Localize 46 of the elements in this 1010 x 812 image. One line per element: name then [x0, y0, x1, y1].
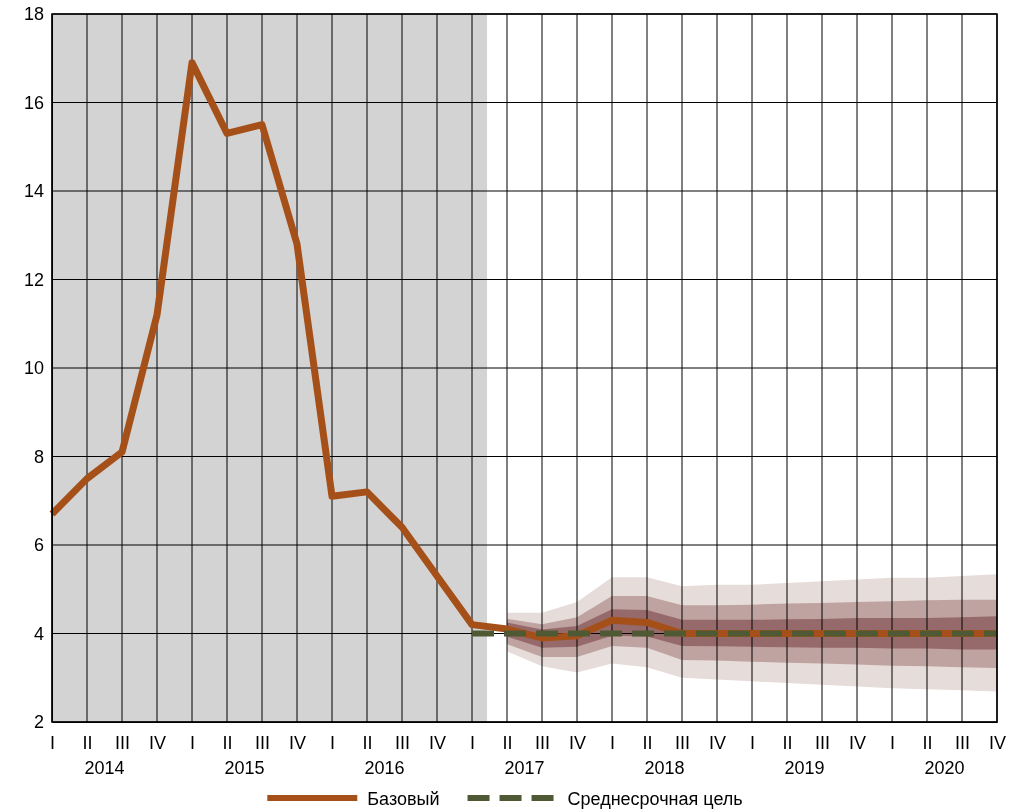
text: 2016: [364, 758, 405, 778]
x-tick-label: I: [189, 732, 196, 753]
x-tick-label: I: [749, 732, 756, 753]
y-tick-label: 8: [33, 446, 44, 467]
x-tick-label: III: [534, 732, 551, 753]
x-tick-label: II: [642, 732, 653, 753]
legend-label: Базовый: [367, 789, 440, 809]
x-tick-label: III: [814, 732, 831, 753]
legend-label: Среднесрочная цель: [567, 789, 743, 809]
text: 2019: [784, 758, 825, 778]
x-tick-label: II: [222, 732, 233, 753]
text: 2014: [84, 758, 125, 778]
x-tick-label: II: [922, 732, 933, 753]
x-tick-label: IV: [428, 732, 447, 753]
x-tick-label: II: [782, 732, 793, 753]
y-tick-label: 4: [33, 623, 44, 644]
text: 2020: [924, 758, 965, 778]
x-tick-label: II: [362, 732, 373, 753]
x-tick-label: IV: [988, 732, 1007, 753]
x-tick-label: II: [82, 732, 93, 753]
y-tick-label: 2: [33, 712, 44, 733]
text: 2017: [504, 758, 545, 778]
y-tick-label: 6: [33, 535, 44, 556]
y-tick-label: 10: [23, 358, 44, 379]
x-tick-label: III: [254, 732, 271, 753]
x-tick-label: I: [609, 732, 616, 753]
x-tick-label: III: [674, 732, 691, 753]
x-tick-label: III: [114, 732, 131, 753]
x-tick-label: II: [502, 732, 513, 753]
x-tick-label: I: [889, 732, 896, 753]
x-tick-label: IV: [288, 732, 307, 753]
x-tick-label: IV: [568, 732, 587, 753]
x-tick-label: IV: [708, 732, 727, 753]
x-tick-label: IV: [148, 732, 167, 753]
y-tick-label: 16: [23, 92, 44, 113]
y-tick-label: 14: [23, 181, 44, 202]
x-tick-label: IV: [848, 732, 867, 753]
x-tick-label: I: [469, 732, 476, 753]
x-tick-label: I: [329, 732, 336, 753]
x-tick-label: I: [49, 732, 56, 753]
y-tick-label: 12: [23, 269, 44, 290]
text: 2015: [224, 758, 265, 778]
x-tick-label: III: [954, 732, 971, 753]
y-tick-label: 18: [23, 4, 44, 25]
text: 2018: [644, 758, 685, 778]
x-tick-label: III: [394, 732, 411, 753]
